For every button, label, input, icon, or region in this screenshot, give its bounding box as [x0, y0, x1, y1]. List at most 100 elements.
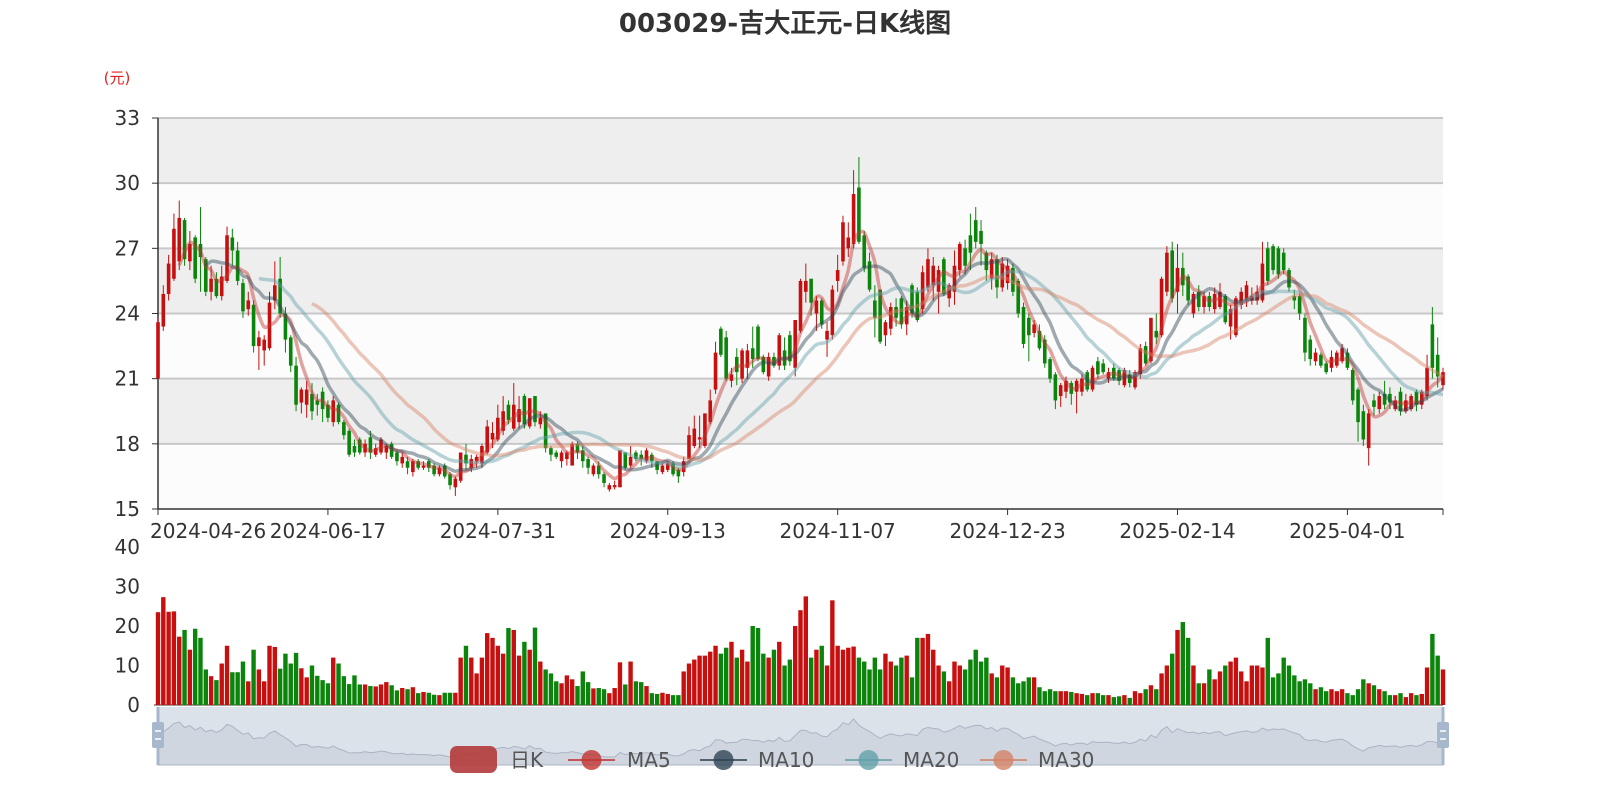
volume-bar: [214, 680, 219, 705]
volume-bar: [240, 661, 246, 705]
candle: [1165, 246, 1169, 297]
candle: [873, 285, 877, 338]
y-tick-label: 15: [115, 497, 140, 521]
candle-body: [1292, 296, 1297, 301]
legend-item-kline[interactable]: 日K: [450, 746, 544, 773]
volume-bar: [177, 636, 182, 705]
candle-body: [384, 446, 389, 453]
candle-body: [331, 400, 336, 423]
candle: [724, 330, 728, 381]
volume-bar: [819, 645, 824, 705]
candle-body: [156, 322, 160, 379]
candle: [304, 380, 309, 418]
volume-bar: [1047, 689, 1053, 705]
candle-body: [984, 252, 989, 271]
candle-body: [979, 230, 983, 244]
candle: [480, 443, 484, 468]
volume-bar: [511, 629, 516, 705]
candle-body: [389, 443, 394, 457]
ma30-line: [311, 274, 1444, 462]
volume-bar: [607, 693, 612, 705]
candle-body: [357, 439, 362, 453]
candle-body: [1048, 359, 1052, 379]
candle-body: [464, 454, 468, 464]
candle: [777, 333, 782, 370]
candle-body: [713, 352, 718, 390]
legend-label: MA5: [627, 748, 671, 772]
grid-band: [158, 443, 1443, 509]
candle-body: [708, 400, 713, 423]
candle-body: [511, 404, 516, 429]
candle: [989, 252, 994, 290]
candle-body: [1313, 352, 1318, 362]
candle: [177, 200, 182, 271]
candle: [1196, 285, 1201, 312]
volume-bar: [755, 627, 761, 705]
candle-body: [671, 463, 675, 475]
candle: [1090, 365, 1095, 392]
candle-body: [596, 465, 601, 475]
candle-body: [1016, 280, 1021, 314]
candle-body: [506, 404, 511, 420]
candle-body: [379, 439, 383, 453]
candle: [634, 450, 638, 462]
volume-bar: [1106, 695, 1111, 705]
candle-body: [878, 289, 882, 342]
slider-grip-icon[interactable]: [152, 722, 164, 748]
slider-grip-icon[interactable]: [1437, 722, 1449, 748]
candle-body: [1441, 372, 1445, 386]
slider-handle-right[interactable]: [1437, 707, 1449, 765]
candle: [628, 446, 633, 468]
candle-body: [1356, 389, 1360, 423]
candle-body: [639, 454, 644, 460]
candle-body: [1106, 372, 1111, 379]
candle-body: [230, 237, 235, 251]
volume-bar: [745, 661, 750, 705]
volume-bar: [1435, 655, 1440, 705]
candle-body: [347, 430, 351, 455]
volume-bar: [362, 684, 368, 705]
candle: [421, 461, 426, 470]
candle-body: [1239, 291, 1244, 305]
x-axis: 2024-04-26 2024-06-17 2024-07-31 2024-09-13…: [150, 508, 1444, 543]
candle-body: [665, 463, 670, 470]
candle-body: [989, 259, 994, 279]
volume-bar: [654, 693, 660, 705]
data-zoom-slider[interactable]: [152, 707, 1449, 766]
candle: [1244, 280, 1249, 307]
legend-item-ma10[interactable]: MA10: [700, 748, 814, 772]
candle: [867, 252, 872, 292]
circle-legend-icon: [858, 750, 879, 770]
volume-bar: [766, 657, 771, 705]
candle: [458, 452, 463, 483]
candle-body: [1181, 267, 1185, 286]
candle-body: [1064, 380, 1068, 392]
volume-bar: [1138, 693, 1143, 705]
candle-body: [1287, 270, 1291, 288]
volume-bar: [888, 661, 893, 705]
candle-body: [931, 265, 936, 286]
legend-item-ma30[interactable]: MA30: [980, 748, 1094, 772]
candle: [384, 443, 389, 460]
candle: [1234, 296, 1238, 338]
candle: [968, 213, 973, 271]
volume-bar: [1058, 691, 1063, 705]
legend-item-ma5[interactable]: MA5: [568, 748, 671, 772]
candle-body: [830, 289, 835, 336]
candle-body: [1138, 348, 1143, 375]
candle: [1324, 361, 1328, 375]
slider-handle-left[interactable]: [152, 707, 164, 765]
candle-body: [490, 432, 495, 440]
volume-bar: [1085, 695, 1090, 705]
candle: [389, 441, 394, 460]
volume-bar: [628, 661, 633, 705]
volume-bar: [1021, 681, 1026, 705]
volume-bar: [904, 655, 909, 705]
candle-body: [288, 337, 293, 366]
legend-item-ma20[interactable]: MA20: [845, 748, 959, 772]
candle: [395, 450, 399, 466]
volume-bar: [883, 653, 888, 705]
candle-body: [926, 259, 930, 288]
chart-title: 003029-吉大正元-日K线图: [619, 9, 951, 39]
candle-body: [522, 396, 527, 425]
